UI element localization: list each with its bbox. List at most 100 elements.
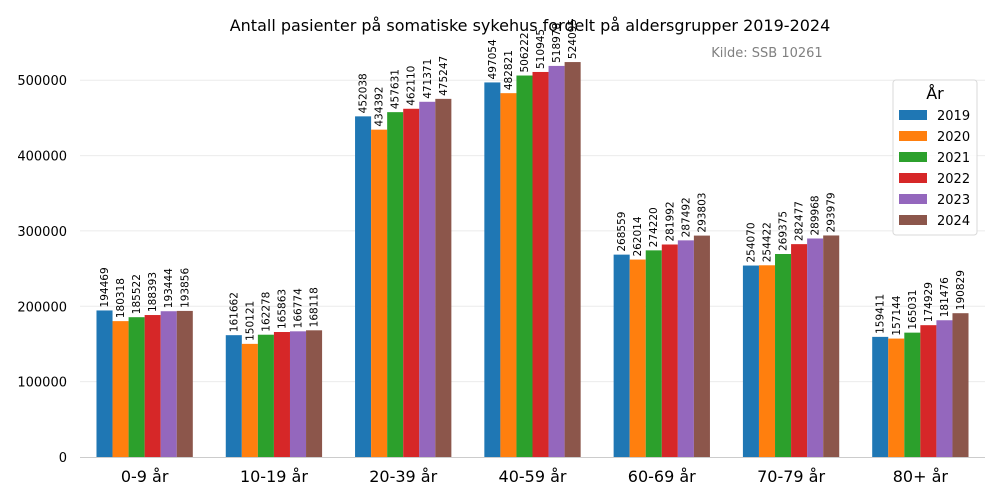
data-label: 165031: [907, 290, 919, 330]
legend-label: 2019: [937, 109, 970, 124]
y-tick-label: 100000: [17, 376, 67, 391]
bar: [241, 343, 258, 457]
data-label: 262014: [632, 216, 644, 256]
bar: [532, 71, 549, 458]
x-tick-label: 40-59 år: [499, 467, 567, 486]
legend-swatch: [899, 131, 927, 141]
data-label: 457631: [390, 69, 402, 109]
data-label: 159411: [875, 294, 887, 334]
bar: [548, 65, 565, 457]
y-tick-label: 300000: [17, 225, 67, 240]
bar: [112, 321, 129, 457]
data-label: 180318: [115, 278, 127, 318]
data-label: 462110: [406, 66, 418, 106]
data-label: 168118: [309, 287, 321, 327]
chart-title: Antall pasienter på somatiske sykehus fo…: [230, 16, 831, 35]
data-label: 475247: [438, 56, 450, 96]
bar: [484, 82, 501, 457]
bar: [160, 311, 177, 457]
bar: [500, 93, 517, 458]
bar: [645, 250, 662, 457]
bar: [936, 320, 953, 457]
data-label: 166774: [293, 288, 305, 328]
bar: [257, 334, 274, 457]
y-tick-label: 200000: [17, 300, 67, 315]
bar: [904, 332, 921, 457]
data-label: 281992: [664, 201, 676, 241]
data-label: 293979: [826, 192, 838, 232]
bar: [225, 335, 242, 457]
x-tick-label: 20-39 år: [369, 467, 437, 486]
bar: [144, 315, 161, 457]
y-tick-label: 400000: [17, 150, 67, 165]
bar: [371, 129, 388, 457]
bar: [96, 310, 113, 457]
data-label: 193856: [179, 268, 191, 308]
data-label: 190829: [955, 270, 967, 310]
y-tick-label: 0: [59, 451, 67, 466]
x-axis: 0-9 år 10-19 år 20-39 år 40-59 år 60-69 år 70…: [121, 467, 949, 486]
bar: [273, 332, 290, 457]
data-label: 482821: [503, 50, 515, 90]
bar: [952, 313, 969, 457]
data-label: 518978: [551, 23, 563, 63]
bar: [355, 116, 372, 457]
bar: [613, 254, 630, 457]
legend-title: År: [926, 84, 944, 103]
bar: [872, 336, 889, 457]
legend-swatch: [899, 194, 927, 204]
legend-label: 2024: [937, 214, 970, 229]
bar: [791, 244, 808, 457]
legend-label: 2022: [937, 172, 970, 187]
data-label: 524095: [567, 19, 579, 59]
data-label: 268559: [616, 212, 628, 252]
legend-label: 2023: [937, 193, 970, 208]
data-label: 188393: [147, 272, 159, 312]
data-label: 287492: [680, 197, 692, 237]
data-label: 497054: [487, 39, 499, 79]
bar: [387, 112, 404, 457]
legend-swatch: [899, 215, 927, 225]
bar: [677, 240, 694, 457]
bar: [435, 98, 452, 458]
data-label: 194469: [99, 267, 111, 307]
legend-label: 2021: [937, 151, 970, 166]
y-tick-label: 500000: [17, 74, 67, 89]
x-tick-label: 0-9 år: [121, 467, 169, 486]
bar: [823, 235, 840, 457]
data-label: 293803: [696, 193, 708, 233]
data-label: 269375: [778, 211, 790, 251]
data-labels: 194469 180318 185522 188393 193444 193856 1616…: [99, 19, 967, 341]
data-label: 471371: [422, 59, 434, 99]
data-label: 185522: [131, 274, 143, 314]
bar: [289, 331, 307, 457]
legend-label: 2020: [937, 130, 970, 145]
legend-swatch: [899, 110, 927, 120]
bar: [807, 238, 824, 457]
bars: [96, 62, 969, 458]
bar: [176, 310, 193, 457]
legend-swatch: [899, 173, 927, 183]
bar: [742, 265, 759, 457]
x-tick-label: 80+ år: [893, 467, 949, 486]
bar: [888, 338, 905, 457]
data-label: 289968: [810, 195, 822, 235]
data-label: 282477: [794, 201, 806, 241]
data-label: 165863: [276, 289, 288, 329]
data-label: 434392: [374, 87, 386, 127]
data-label: 452038: [358, 73, 370, 113]
data-label: 254422: [761, 222, 773, 262]
bar: [758, 265, 776, 457]
x-tick-label: 70-79 år: [757, 467, 825, 486]
bar: [306, 330, 323, 457]
y-axis: 0 100000 200000 300000 400000 500000: [17, 74, 985, 466]
bar: [661, 244, 678, 457]
x-tick-label: 60-69 år: [628, 467, 696, 486]
data-label: 162278: [260, 292, 272, 332]
data-label: 510945: [535, 29, 547, 69]
bar: [403, 108, 420, 458]
bar: [693, 235, 710, 457]
data-label: 193444: [163, 268, 175, 308]
